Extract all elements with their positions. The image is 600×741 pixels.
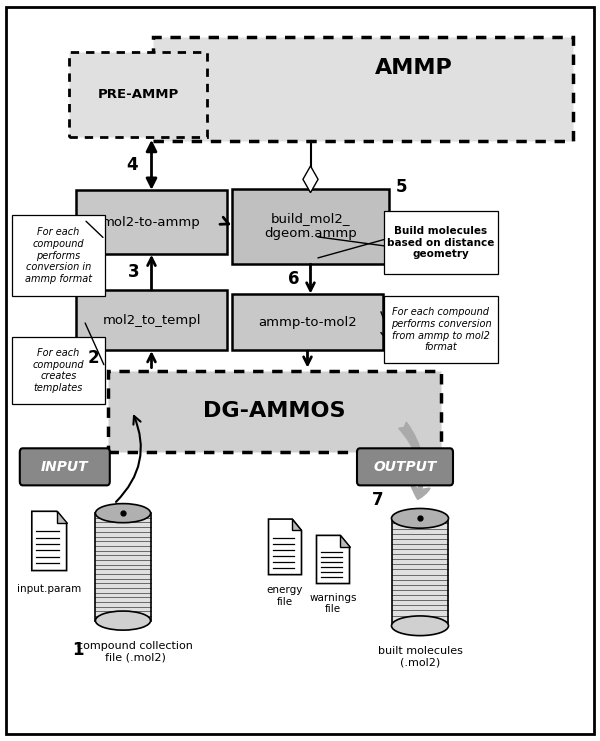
Polygon shape — [269, 519, 301, 575]
FancyBboxPatch shape — [232, 189, 389, 264]
Ellipse shape — [392, 616, 449, 636]
FancyBboxPatch shape — [357, 448, 453, 485]
Bar — [392, 519, 449, 625]
Text: For each
compound
creates
templates: For each compound creates templates — [32, 348, 85, 393]
FancyBboxPatch shape — [76, 190, 227, 254]
Text: AMMP: AMMP — [374, 59, 452, 78]
Text: DG-AMMOS: DG-AMMOS — [203, 402, 346, 421]
Bar — [12, 215, 105, 296]
Text: 7: 7 — [372, 491, 384, 509]
Polygon shape — [32, 511, 67, 571]
Text: PRE-AMMP: PRE-AMMP — [97, 88, 179, 101]
Ellipse shape — [95, 611, 151, 630]
Text: built molecules
(.mol2): built molecules (.mol2) — [377, 646, 463, 668]
FancyArrowPatch shape — [116, 416, 141, 502]
Text: ammp-to-mol2: ammp-to-mol2 — [258, 316, 357, 329]
Text: compound collection
file (.mol2): compound collection file (.mol2) — [77, 641, 193, 662]
Bar — [384, 296, 498, 363]
Text: Build molecules
based on distance
geometry: Build molecules based on distance geomet… — [388, 226, 494, 259]
Ellipse shape — [95, 504, 151, 522]
Polygon shape — [303, 166, 318, 193]
Text: mol2-to-ammp: mol2-to-ammp — [102, 216, 201, 229]
Text: OUTPUT: OUTPUT — [373, 460, 437, 473]
FancyArrowPatch shape — [399, 422, 430, 499]
FancyBboxPatch shape — [76, 290, 227, 350]
Bar — [69, 52, 207, 137]
Polygon shape — [292, 519, 301, 531]
Polygon shape — [317, 535, 349, 584]
Bar — [384, 211, 498, 274]
Text: 5: 5 — [396, 179, 407, 196]
Text: input.param: input.param — [17, 584, 82, 594]
Bar — [108, 370, 441, 452]
FancyBboxPatch shape — [232, 294, 383, 350]
Bar — [95, 513, 151, 621]
Bar — [12, 337, 105, 404]
Polygon shape — [57, 511, 67, 523]
Text: 3: 3 — [128, 263, 139, 282]
Text: 4: 4 — [127, 156, 138, 174]
Text: 6: 6 — [288, 270, 299, 288]
Text: For each compound
performs conversion
from ammp to mol2
format: For each compound performs conversion fr… — [391, 308, 491, 352]
Ellipse shape — [392, 508, 449, 528]
Text: warnings
file: warnings file — [309, 593, 357, 614]
Text: For each
compound
performs
conversion in
ammp format: For each compound performs conversion in… — [25, 227, 92, 284]
Text: 2: 2 — [88, 349, 99, 367]
Text: build_mol2_
dgeom.ammp: build_mol2_ dgeom.ammp — [264, 213, 357, 240]
Text: INPUT: INPUT — [41, 460, 89, 473]
Text: mol2_to_templ: mol2_to_templ — [102, 314, 201, 327]
Text: 1: 1 — [72, 641, 84, 659]
Polygon shape — [340, 535, 349, 547]
Text: energy
file: energy file — [267, 585, 303, 607]
FancyBboxPatch shape — [20, 448, 110, 485]
Bar — [153, 37, 573, 141]
